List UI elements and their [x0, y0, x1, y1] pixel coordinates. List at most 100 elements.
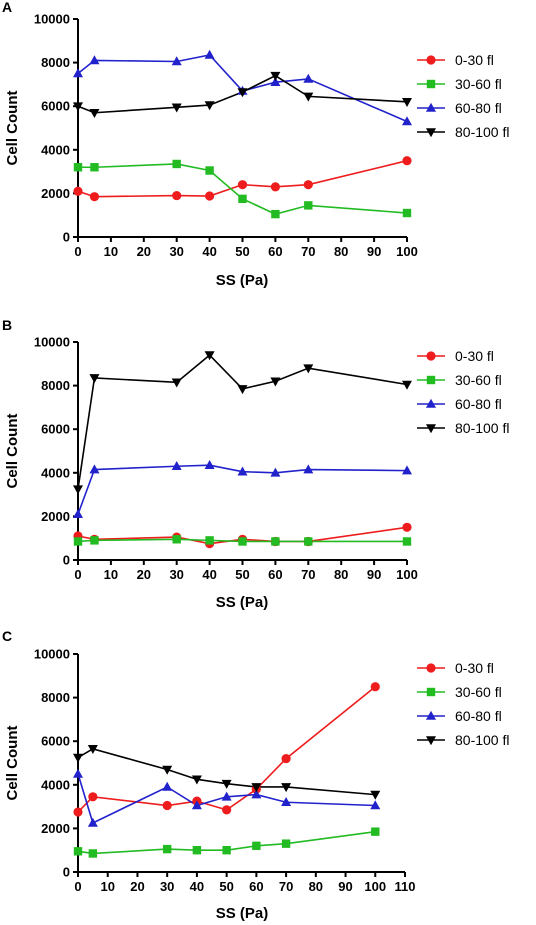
y-tick-label: 6000 — [41, 99, 70, 114]
data-point — [303, 180, 313, 190]
panel-c: C Cell Count SS (Pa) 0 2000 4000 6000 8000 10… — [2, 628, 509, 922]
legend-item: 80-100 fl — [417, 420, 509, 436]
legend-label: 80-100 fl — [455, 420, 509, 436]
x-tick-label: 10 — [104, 567, 118, 582]
series-line — [77, 686, 376, 813]
y-tick-label: 10000 — [34, 12, 70, 27]
x-tick-label: 50 — [235, 567, 249, 582]
data-point — [402, 156, 412, 166]
data-point — [89, 108, 100, 118]
data-point — [87, 745, 98, 755]
legend-label: 30-60 fl — [455, 76, 502, 92]
series-line — [77, 464, 408, 515]
legend-label: 80-100 fl — [455, 124, 509, 140]
y-tick-label: 0 — [63, 553, 70, 568]
legend-item: 30-60 fl — [417, 76, 502, 92]
legend-label: 80-100 fl — [455, 732, 509, 748]
data-point — [172, 190, 182, 201]
data-point — [162, 800, 172, 811]
x-tick-label: 70 — [301, 567, 315, 582]
y-tick-label: 2000 — [41, 821, 70, 836]
data-point — [171, 103, 182, 113]
panel-letter: B — [2, 317, 12, 333]
data-point — [238, 194, 247, 204]
legend-item: 0-30 fl — [417, 52, 494, 68]
series-line — [77, 538, 407, 543]
data-point — [281, 797, 292, 807]
x-tick-label: 60 — [249, 879, 263, 894]
legend-item: 80-100 fl — [417, 124, 509, 140]
x-tick-label: 60 — [268, 244, 282, 259]
legend-item: 30-60 fl — [417, 372, 502, 388]
y-tick-label: 4000 — [41, 777, 70, 792]
y-tick-label: 6000 — [41, 734, 70, 749]
axes: 0 2000 4000 6000 8000 10000 0 10 20 30 40 50 60 70 80 9… — [34, 335, 418, 583]
x-tick-label: 90 — [367, 567, 381, 582]
data-point — [270, 77, 281, 87]
data-point — [222, 805, 232, 815]
legend-item: 60-80 fl — [417, 100, 502, 116]
data-point — [73, 485, 83, 495]
data-point — [88, 792, 98, 802]
data-point — [402, 380, 412, 390]
data-point — [402, 522, 412, 532]
data-point — [303, 92, 314, 102]
axes: 0 2000 4000 6000 8000 10000 0 10 20 30 40 50 60 70 80 9… — [34, 12, 418, 260]
data-point — [90, 536, 99, 545]
x-tick-label: 30 — [169, 244, 183, 259]
data-point — [192, 846, 202, 855]
data-point — [270, 71, 281, 81]
legend-label: 0-30 fl — [455, 660, 494, 676]
legend-marker — [426, 351, 436, 361]
legend-marker — [426, 375, 436, 385]
data-point — [252, 841, 261, 851]
y-tick-label: 8000 — [41, 378, 70, 393]
axes: 0 2000 4000 6000 8000 10000 0 10 20 30 40 50 60 70 80 9… — [34, 647, 416, 895]
data-point — [171, 461, 182, 471]
y-tick-label: 8000 — [41, 690, 70, 705]
x-tick-label: 40 — [202, 244, 216, 259]
x-tick-label: 50 — [219, 879, 233, 894]
data-point — [303, 364, 314, 374]
data-point — [251, 789, 262, 799]
data-point — [251, 783, 262, 793]
legend-marker — [426, 687, 436, 697]
data-point — [281, 754, 291, 764]
x-tick-label: 80 — [334, 244, 348, 259]
panel-a: A Cell Count SS (Pa) 0 2000 4000 6000 8000 10… — [2, 0, 509, 289]
legend-label: 60-80 fl — [455, 100, 502, 116]
y-tick-label: 2000 — [41, 509, 70, 524]
data-point — [237, 466, 248, 476]
series-line — [77, 54, 408, 123]
x-tick-label: 0 — [74, 567, 81, 582]
series-line — [77, 773, 376, 825]
data-point — [204, 101, 215, 111]
data-point — [87, 817, 98, 827]
data-point — [304, 201, 313, 210]
legend-marker — [426, 398, 436, 408]
legend: 0-30 fl 30-60 fl 60-80 fl 80-100 fl — [417, 660, 509, 748]
data-point — [88, 849, 98, 858]
y-axis-title: Cell Count — [4, 726, 21, 801]
data-point — [162, 781, 173, 791]
data-point — [370, 790, 381, 800]
y-tick-label: 8000 — [41, 55, 70, 70]
data-point — [271, 209, 280, 219]
legend-item: 30-60 fl — [417, 684, 502, 700]
x-tick-label: 20 — [130, 879, 144, 894]
panel-letter: C — [2, 628, 12, 644]
data-point — [237, 385, 248, 395]
data-point — [73, 102, 83, 112]
data-point — [191, 775, 202, 785]
data-point — [73, 847, 83, 856]
y-axis-title: Cell Count — [4, 91, 21, 166]
y-tick-label: 0 — [63, 230, 70, 245]
data-point — [222, 846, 231, 855]
legend-label: 30-60 fl — [455, 684, 502, 700]
data-point — [204, 49, 215, 59]
data-point — [204, 351, 215, 361]
data-point — [237, 88, 248, 98]
series-line — [77, 747, 376, 796]
x-tick-label: 90 — [338, 879, 352, 894]
data-point — [73, 768, 83, 778]
